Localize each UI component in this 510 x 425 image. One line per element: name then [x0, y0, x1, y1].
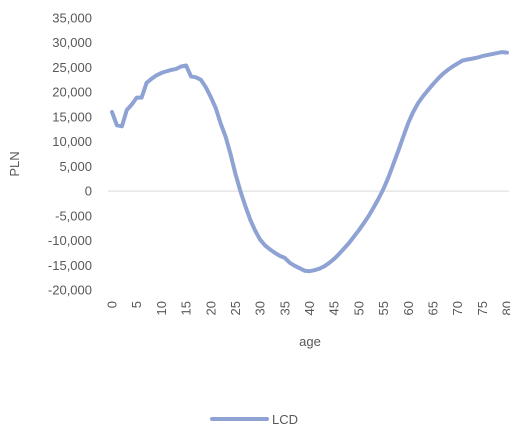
x-tick-label: 65 [425, 301, 440, 315]
series-line-lcd [110, 50, 509, 274]
y-tick-label: -5,000 [55, 208, 92, 223]
y-tick-label: 20,000 [52, 85, 92, 100]
x-tick-label: 45 [327, 301, 342, 315]
x-tick-label: 10 [154, 301, 169, 315]
y-tick-label: -20,000 [48, 283, 92, 298]
y-axis-ticks: 35,000 30,000 25,000 20,000 15,000 10,000 5,00… [48, 11, 92, 298]
y-tick-label: 5,000 [59, 159, 92, 174]
y-tick-label: 30,000 [52, 35, 92, 50]
x-tick-label: 70 [450, 301, 465, 315]
y-tick-label: -15,000 [48, 258, 92, 273]
x-tick-label: 55 [376, 301, 391, 315]
y-tick-label: 10,000 [52, 134, 92, 149]
legend-label-lcd: LCD [272, 412, 298, 425]
x-tick-label: 60 [401, 301, 416, 315]
y-axis-label: PLN [7, 151, 22, 176]
x-tick-label: 0 [105, 301, 120, 308]
x-tick-label: 30 [253, 301, 268, 315]
x-tick-label: 5 [129, 301, 144, 308]
y-tick-label: 35,000 [52, 11, 92, 26]
y-tick-label: 0 [85, 184, 92, 199]
x-tick-label: 50 [351, 301, 366, 315]
x-tick-label: 20 [203, 301, 218, 315]
y-tick-label: -10,000 [48, 233, 92, 248]
x-axis-label: age [299, 334, 321, 349]
x-tick-label: 75 [475, 301, 490, 315]
legend: LCD [210, 412, 298, 425]
y-tick-label: 15,000 [52, 109, 92, 124]
x-tick-label: 35 [277, 301, 292, 315]
x-tick-label: 15 [179, 301, 194, 315]
x-axis-ticks: 0 5 10 15 20 25 30 35 40 45 50 55 60 65 70 75 80 [105, 301, 510, 315]
x-tick-label: 25 [228, 301, 243, 315]
x-tick-label: 80 [500, 301, 510, 315]
y-tick-label: 25,000 [52, 60, 92, 75]
x-tick-label: 40 [302, 301, 317, 315]
